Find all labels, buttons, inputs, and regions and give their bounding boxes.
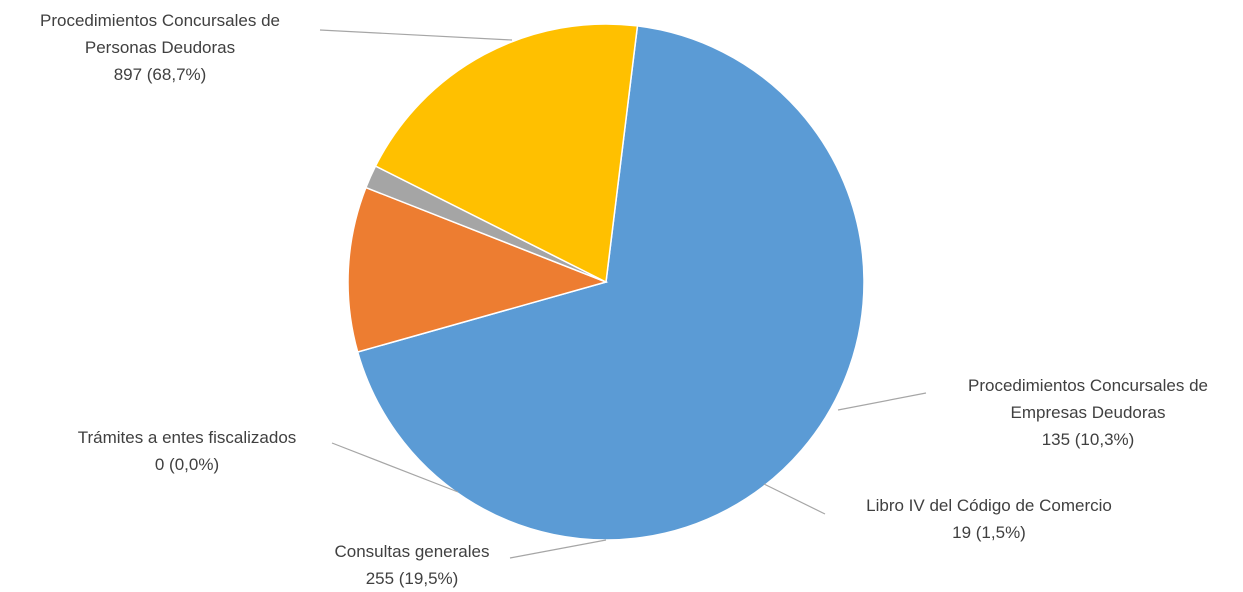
data-label-4: Consultas generales 255 (19,5%) — [335, 542, 490, 588]
data-label-category: Procedimientos Concursales de — [968, 376, 1208, 395]
data-label-value: 897 (68,7%) — [114, 65, 207, 84]
data-label-category: Trámites a entes fiscalizados — [78, 428, 297, 447]
leader-lines — [319, 29, 927, 559]
data-label-category: Consultas generales — [335, 542, 490, 561]
pie-slice-1 — [356, 25, 865, 541]
data-label-category: Personas Deudoras — [85, 38, 235, 57]
leader-line-3 — [763, 483, 826, 515]
leader-line-2 — [837, 392, 927, 411]
pie-slice-4 — [374, 23, 639, 284]
data-label-value: 255 (19,5%) — [366, 569, 459, 588]
data-labels: Procedimientos Concursales de Personas De… — [40, 11, 1208, 588]
pie-slices — [347, 23, 865, 541]
data-label-2: Procedimientos Concursales de Empresas De… — [968, 376, 1208, 449]
leader-line-4 — [509, 539, 607, 559]
data-label-category: Procedimientos Concursales de — [40, 11, 280, 30]
data-label-5: Trámites a entes fiscalizados 0 (0,0%) — [78, 428, 297, 474]
pie-slice-2 — [347, 186, 609, 353]
leader-line-1 — [319, 29, 513, 41]
data-label-value: 135 (10,3%) — [1042, 430, 1135, 449]
data-label-category: Empresas Deudoras — [1011, 403, 1166, 422]
data-label-1: Procedimientos Concursales de Personas De… — [40, 11, 280, 84]
data-label-value: 19 (1,5%) — [952, 523, 1026, 542]
leader-line-5 — [331, 442, 459, 493]
data-label-value: 0 (0,0%) — [155, 455, 219, 474]
data-label-category: Libro IV del Código de Comercio — [866, 496, 1112, 515]
data-label-3: Libro IV del Código de Comercio 19 (1,5%) — [866, 496, 1112, 542]
